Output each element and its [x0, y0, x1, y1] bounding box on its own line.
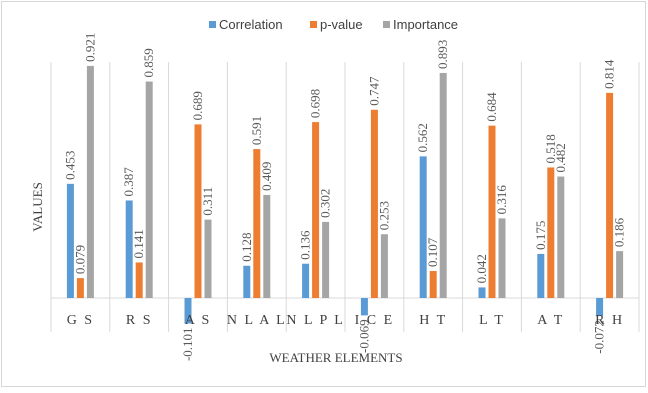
x-axis-title: WEATHER ELEMENTS	[269, 350, 402, 365]
category-label: R S	[126, 313, 153, 328]
legend-swatch	[310, 21, 317, 28]
data-label: 0.409	[259, 162, 274, 191]
data-label: 0.893	[435, 40, 450, 69]
category-label: H T	[419, 313, 447, 328]
bar-ice-correlation	[360, 298, 368, 316]
data-label: 0.311	[200, 187, 215, 216]
legend-entry: Correlation	[219, 17, 283, 32]
bar-as-pvalue	[194, 124, 202, 298]
data-label: 0.921	[82, 33, 97, 62]
category-label: I C E	[355, 313, 395, 328]
data-label: 0.698	[308, 89, 323, 118]
legend-entry: p-value	[320, 17, 363, 32]
bar-nlal-pvalue	[253, 149, 261, 298]
data-label: 0.175	[533, 221, 548, 250]
bar-nlpl-correlation	[302, 263, 310, 298]
y-axis-title: VALUES	[30, 182, 45, 232]
bar-ht-pvalue	[429, 271, 437, 298]
category-label: R H	[595, 313, 624, 328]
plot-area: 0.453 0.079 0.921 G S 0.387 0.141 0.859 R S -0.1…	[50, 33, 640, 361]
bar-ht-correlation	[419, 156, 427, 298]
category-label: A T	[537, 313, 564, 328]
data-label: 0.128	[239, 232, 254, 261]
bar-gs-pvalue	[76, 278, 84, 298]
chart-frame: Correlation p-value Importance 0.453 0.079 0…	[1, 1, 646, 387]
data-label: 0.814	[602, 59, 617, 89]
bar-nlpl-importance	[322, 221, 330, 298]
bar-nlal-correlation	[243, 265, 251, 298]
data-label: 0.141	[131, 229, 146, 258]
data-label: 0.042	[474, 254, 489, 283]
bar-chart: Correlation p-value Importance 0.4530.0790…	[30, 17, 640, 365]
bar-ht-importance	[439, 72, 447, 299]
data-label: -0.069	[356, 319, 371, 353]
data-label: 0.136	[298, 230, 313, 260]
bar-lt-pvalue	[488, 125, 496, 299]
bar-as-correlation	[184, 298, 192, 324]
data-label: 0.591	[249, 116, 264, 145]
bar-ice-pvalue	[370, 109, 378, 298]
bar-nlal-importance	[263, 194, 271, 298]
category-label: G S	[67, 313, 94, 328]
bar-rs-correlation	[125, 200, 133, 298]
bar-at-correlation	[537, 253, 545, 298]
bar-nlpl-pvalue	[312, 122, 320, 298]
legend-entry: Importance	[393, 17, 458, 32]
data-label: 0.747	[366, 76, 381, 106]
data-label: 0.253	[376, 201, 391, 230]
data-label: 0.186	[612, 217, 627, 247]
data-label: 0.518	[543, 134, 558, 163]
bar-as-importance	[204, 219, 212, 298]
bar-gs-correlation	[66, 183, 74, 298]
data-label: 0.859	[141, 48, 156, 77]
data-label: -0.101	[180, 327, 195, 361]
data-label: 0.562	[415, 123, 430, 152]
bar-at-importance	[557, 176, 565, 298]
bar-rh-correlation	[596, 298, 604, 317]
data-label: 0.302	[318, 189, 333, 218]
bar-ice-importance	[380, 234, 388, 298]
legend-swatch	[383, 21, 390, 28]
data-label: 0.482	[553, 143, 568, 172]
legend-swatch	[209, 21, 216, 28]
data-label: 0.689	[190, 91, 205, 120]
data-label: 0.453	[62, 151, 77, 180]
bar-lt-correlation	[478, 287, 486, 298]
data-label: -0.072	[592, 320, 607, 354]
category-label: A S	[185, 313, 212, 328]
data-label: 0.387	[121, 167, 136, 197]
category-label: L T	[479, 313, 505, 328]
data-label: 0.684	[484, 92, 499, 122]
bar-lt-importance	[498, 218, 506, 298]
bar-at-pvalue	[547, 167, 555, 298]
legend: Correlation p-value Importance	[209, 17, 458, 32]
data-label: 0.107	[425, 237, 440, 267]
bar-rh-importance	[616, 251, 624, 298]
data-label: 0.316	[494, 185, 509, 215]
bar-rs-importance	[145, 81, 153, 298]
data-label: 0.079	[72, 245, 87, 274]
bar-rs-pvalue	[135, 262, 143, 298]
category-label: N L P L	[286, 313, 344, 328]
category-label: N L A L	[227, 313, 287, 328]
bar-rh-pvalue	[606, 92, 614, 298]
bar-gs-importance	[86, 65, 94, 298]
